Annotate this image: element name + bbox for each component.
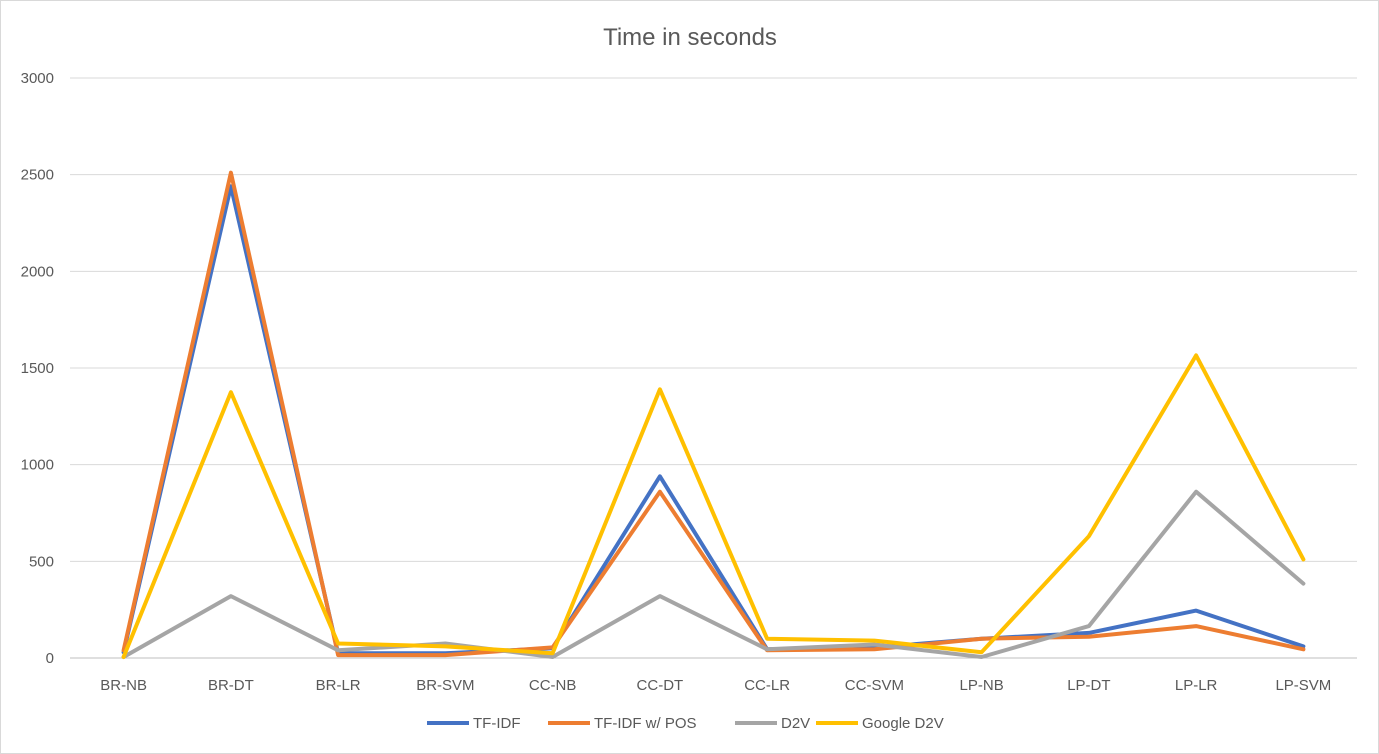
legend-label-3: Google D2V: [862, 715, 944, 732]
series-line-0: [121, 184, 1306, 656]
y-tick-label: 500: [29, 553, 54, 570]
x-tick-label: LP-SVM: [1275, 677, 1331, 694]
x-tick-label: BR-LR: [316, 677, 361, 694]
x-tick-label: BR-NB: [100, 677, 147, 694]
x-tick-label: BR-DT: [208, 677, 254, 694]
series-line-2: [121, 489, 1306, 659]
legend-label-0: TF-IDF: [473, 715, 520, 732]
y-tick-label: 1500: [21, 360, 54, 377]
y-axis-ticks: 0 500 1000 1500 2000 2500 3000: [21, 70, 54, 667]
y-tick-label: 1000: [21, 457, 54, 474]
y-tick-label: 2000: [21, 263, 54, 280]
y-tick-label: 2500: [21, 167, 54, 184]
legend-label-1: TF-IDF w/ POS: [594, 715, 697, 732]
x-tick-label: CC-LR: [744, 677, 790, 694]
series-line-1: [121, 170, 1306, 658]
x-tick-label: CC-SVM: [845, 677, 904, 694]
series-lines: [121, 170, 1306, 659]
x-tick-label: CC-DT: [637, 677, 684, 694]
x-tick-label: CC-NB: [529, 677, 577, 694]
y-tick-label: 0: [46, 650, 54, 667]
legend-label-2: D2V: [781, 715, 810, 732]
y-tick-label: 3000: [21, 70, 54, 87]
legend: TF-IDF TF-IDF w/ POS D2V Google D2V: [427, 715, 944, 732]
chart-title: Time in seconds: [603, 24, 777, 51]
x-tick-label: LP-NB: [960, 677, 1004, 694]
x-tick-label: LP-LR: [1175, 677, 1218, 694]
x-tick-label: LP-DT: [1067, 677, 1110, 694]
series-line-3: [121, 353, 1306, 659]
x-tick-label: BR-SVM: [416, 677, 474, 694]
x-axis-ticks: BR-NB BR-DT BR-LR BR-SVM CC-NB CC-DT CC-LR CC-S…: [100, 677, 1331, 694]
